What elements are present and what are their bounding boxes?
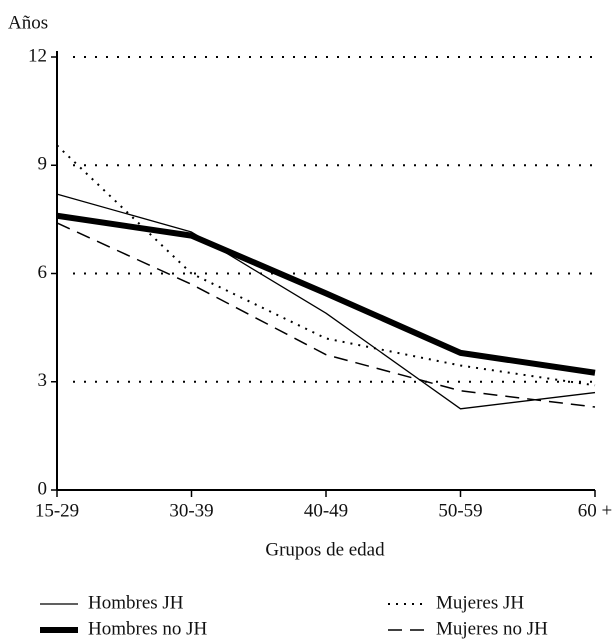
x-tick-label: 40-49 (304, 500, 348, 521)
y-tick-label: 6 (38, 262, 48, 283)
x-tick-label: 50-59 (438, 500, 482, 521)
series-line (56, 212, 596, 376)
legend-label: Hombres no JH (88, 618, 208, 639)
series-line (56, 222, 596, 408)
x-tick-label: 30-39 (169, 500, 213, 521)
y-tick-label: 9 (38, 154, 48, 175)
series-line (56, 144, 596, 387)
legend-label: Hombres JH (88, 592, 184, 613)
y-tick-label: 3 (38, 370, 48, 391)
y-tick-label: 12 (28, 45, 47, 66)
y-tick-label: 0 (38, 478, 48, 499)
series-line (56, 193, 596, 410)
x-tick-label: 60 + (578, 500, 612, 521)
y-axis-label: Años (8, 12, 48, 33)
x-axis-label: Grupos de edad (265, 539, 385, 560)
legend-label: Mujeres no JH (436, 618, 548, 639)
legend-label: Mujeres JH (436, 592, 524, 613)
x-tick-label: 15-29 (35, 500, 79, 521)
